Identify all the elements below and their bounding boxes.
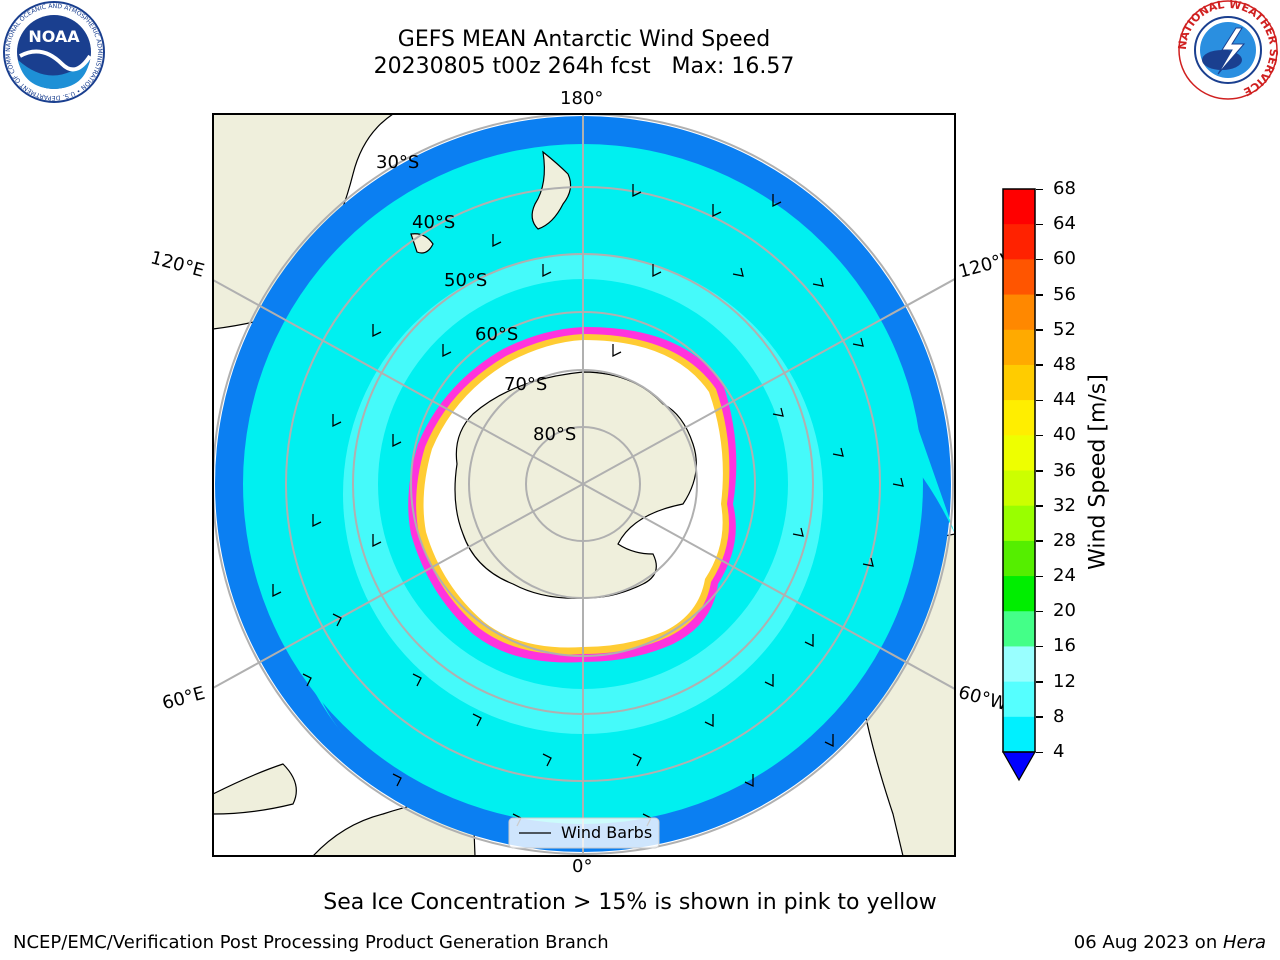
colorbar-tick-mark — [1036, 434, 1043, 437]
wind-barbs — [272, 184, 904, 827]
colorbar-tick-mark — [1036, 188, 1043, 190]
new-zealand-land — [531, 150, 572, 230]
colorbar-band — [1003, 400, 1035, 436]
nws-logo: NATIONAL WEATHER SERVICE — [1176, 0, 1280, 100]
colorbar-band — [1003, 364, 1035, 401]
colorbar-tick-label: 68 — [1053, 178, 1076, 199]
colorbar-band — [1003, 576, 1035, 612]
colorbar-tick-mark — [1036, 399, 1043, 402]
colorbar-tick-label: 12 — [1053, 670, 1076, 692]
colorbar-band — [1003, 611, 1035, 647]
colorbar-tick-mark — [1036, 645, 1043, 648]
colorbar — [1001, 188, 1037, 782]
colorbar-band — [1003, 329, 1035, 366]
colorbar-band — [1003, 294, 1035, 331]
lat-label-50s: 50°S — [444, 270, 488, 291]
colorbar-tick-label: 48 — [1053, 353, 1076, 375]
colorbar-tick-mark — [1036, 505, 1043, 507]
colorbar-band — [1003, 189, 1035, 225]
colorbar-tick-mark — [1036, 716, 1043, 718]
colorbar-tick-mark — [1036, 540, 1043, 542]
colorbar-band — [1003, 716, 1035, 753]
footer-host: Hera — [1222, 932, 1266, 953]
wind-barbs-legend-label: Wind Barbs — [561, 823, 652, 842]
colorbar-band — [1003, 505, 1035, 542]
colorbar-band — [1003, 259, 1035, 296]
colorbar-tick-mark — [1036, 258, 1043, 261]
lat-label-60s: 60°S — [475, 324, 519, 345]
colorbar-tick-label: 60 — [1053, 248, 1076, 270]
colorbar-band — [1003, 646, 1035, 683]
colorbar-tick-label: 4 — [1053, 741, 1065, 762]
colorbar-tick-label: 44 — [1053, 389, 1076, 411]
lon-label-120e: 120°E — [148, 247, 207, 282]
colorbar-tick-label: 8 — [1053, 705, 1065, 727]
noaa-logo-text: NOAA — [28, 27, 80, 46]
map-title: GEFS MEAN Antarctic Wind Speed — [397, 27, 771, 52]
colorbar-tick-label: 24 — [1053, 565, 1076, 587]
antarctica-land — [454, 371, 697, 599]
lat-label-80s: 80°S — [533, 424, 577, 445]
colorbar-under-triangle — [1001, 751, 1037, 782]
footer-date: 06 Aug 2023 on Hera — [1074, 932, 1266, 953]
colorbar-tick-label: 32 — [1053, 494, 1076, 516]
colorbar-tick-label: 56 — [1053, 283, 1076, 305]
colorbar-tick-mark — [1036, 223, 1043, 226]
lon-label-180: 180° — [560, 88, 604, 109]
colorbar-tick-label: 52 — [1053, 318, 1076, 340]
lat-label-30s: 30°S — [376, 152, 420, 173]
colorbar-tick-mark — [1036, 329, 1043, 331]
colorbar-band — [1003, 470, 1035, 507]
colorbar-tick-label: 64 — [1053, 213, 1076, 235]
wind-barbs-legend — [508, 817, 660, 849]
colorbar-tick-label: 20 — [1053, 600, 1076, 622]
colorbar-tick-mark — [1036, 575, 1043, 578]
colorbar-tick-label: 40 — [1053, 424, 1076, 446]
lat-label-40s: 40°S — [412, 212, 456, 233]
footer-branch: NCEP/EMC/Verification Post Processing Pr… — [13, 932, 609, 953]
colorbar-tick-mark — [1036, 470, 1043, 472]
colorbar-tick-label: 36 — [1053, 459, 1076, 481]
colorbar-band — [1003, 681, 1035, 718]
colorbar-tick-mark — [1036, 610, 1043, 613]
colorbar-band — [1003, 540, 1035, 577]
sea-ice-caption: Sea Ice Concentration > 15% is shown in … — [323, 890, 937, 915]
noaa-logo: NOAA NATIONAL OCEANIC AND ATMOSPHERIC AD… — [0, 0, 105, 103]
colorbar-tick-mark — [1036, 681, 1043, 683]
madagascar-land — [213, 763, 297, 815]
polar-map: Wind Barbs — [212, 113, 956, 857]
footer-date-text: 06 Aug 2023 on — [1073, 932, 1223, 953]
colorbar-band — [1003, 224, 1035, 260]
graticule — [213, 114, 955, 856]
colorbar-tick-mark — [1036, 294, 1043, 296]
lon-label-0: 0° — [572, 856, 593, 877]
colorbar-tick-label: 28 — [1053, 529, 1076, 551]
colorbar-tick-mark — [1036, 751, 1043, 753]
colorbar-tick-label: 16 — [1053, 635, 1076, 657]
colorbar-band — [1003, 435, 1035, 471]
colorbar-title: Wind Speed [m/s] — [1085, 374, 1111, 570]
map-subtitle: 20230805 t00z 264h fcst Max: 16.57 — [373, 54, 795, 79]
lon-label-60e: 60°E — [160, 682, 208, 715]
lat-label-70s: 70°S — [504, 374, 548, 395]
colorbar-tick-mark — [1036, 364, 1043, 366]
